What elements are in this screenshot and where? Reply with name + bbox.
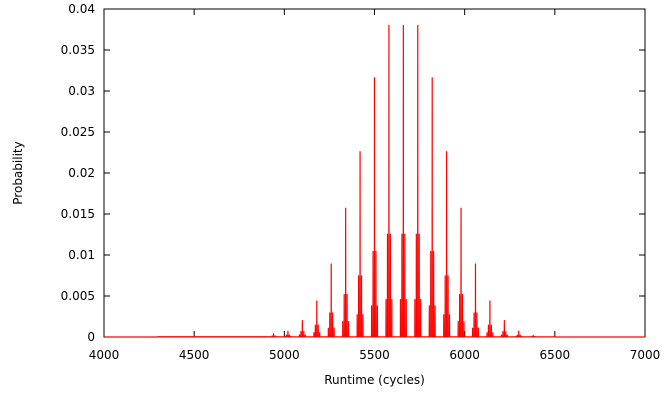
y-tick-label: 0.005 (61, 289, 95, 303)
x-tick-label: 4500 (179, 348, 210, 362)
y-axis-label: Probability (11, 141, 25, 204)
x-tick-label: 5000 (269, 348, 300, 362)
y-tick-label: 0.01 (68, 248, 95, 262)
series-layer (104, 24, 645, 338)
x-tick-label: 6000 (449, 348, 480, 362)
y-tick-label: 0.02 (68, 166, 95, 180)
y-axis-ticks: 0 0.005 0.01 0.015 0.02 0.025 0.03 0.035 0.04 (61, 2, 645, 344)
x-axis-ticks: 4000 4500 5000 5500 6000 6500 7000 (89, 9, 661, 362)
y-tick-label: 0 (87, 330, 95, 344)
x-axis-label: Runtime (cycles) (324, 373, 425, 387)
y-tick-label: 0.025 (61, 125, 95, 139)
x-tick-label: 5500 (359, 348, 390, 362)
y-tick-label: 0.035 (61, 43, 95, 57)
x-tick-label: 6500 (540, 348, 571, 362)
series-line (104, 24, 645, 338)
y-tick-label: 0.04 (68, 2, 95, 16)
x-tick-label: 4000 (89, 348, 120, 362)
y-tick-label: 0.03 (68, 84, 95, 98)
x-tick-label: 7000 (630, 348, 661, 362)
y-tick-label: 0.015 (61, 207, 95, 221)
